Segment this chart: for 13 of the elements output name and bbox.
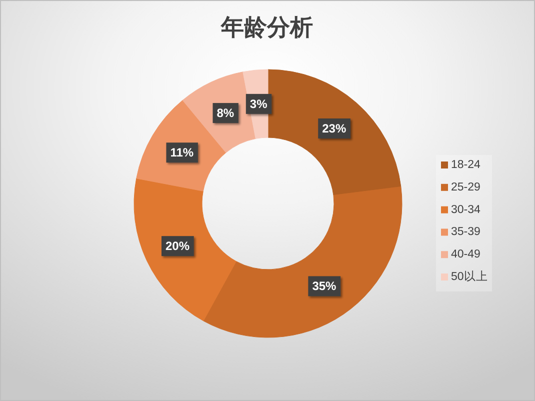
title: 年龄分析	[221, 14, 313, 40]
data-label: 11%	[170, 146, 194, 160]
legend-label: 50以上	[451, 270, 488, 283]
data-label: 35%	[312, 279, 337, 294]
legend-label: 35-39	[451, 226, 480, 238]
data-label: 20%	[166, 239, 190, 254]
data-label: 23%	[322, 121, 346, 136]
data-label: 3%	[250, 96, 268, 111]
data-label: 8%	[216, 106, 234, 120]
legend-label: 25-29	[451, 181, 480, 194]
legend-label: 18-24	[451, 159, 482, 171]
legend-label: 30-34	[451, 204, 482, 216]
legend-label: 40-49	[451, 248, 480, 261]
